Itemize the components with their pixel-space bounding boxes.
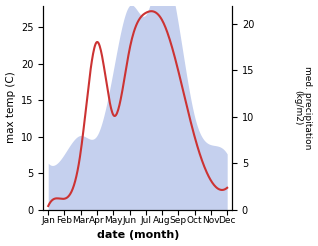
Y-axis label: med. precipitation
(kg/m2): med. precipitation (kg/m2) [293,66,313,149]
Y-axis label: max temp (C): max temp (C) [5,72,16,143]
X-axis label: date (month): date (month) [96,231,179,240]
